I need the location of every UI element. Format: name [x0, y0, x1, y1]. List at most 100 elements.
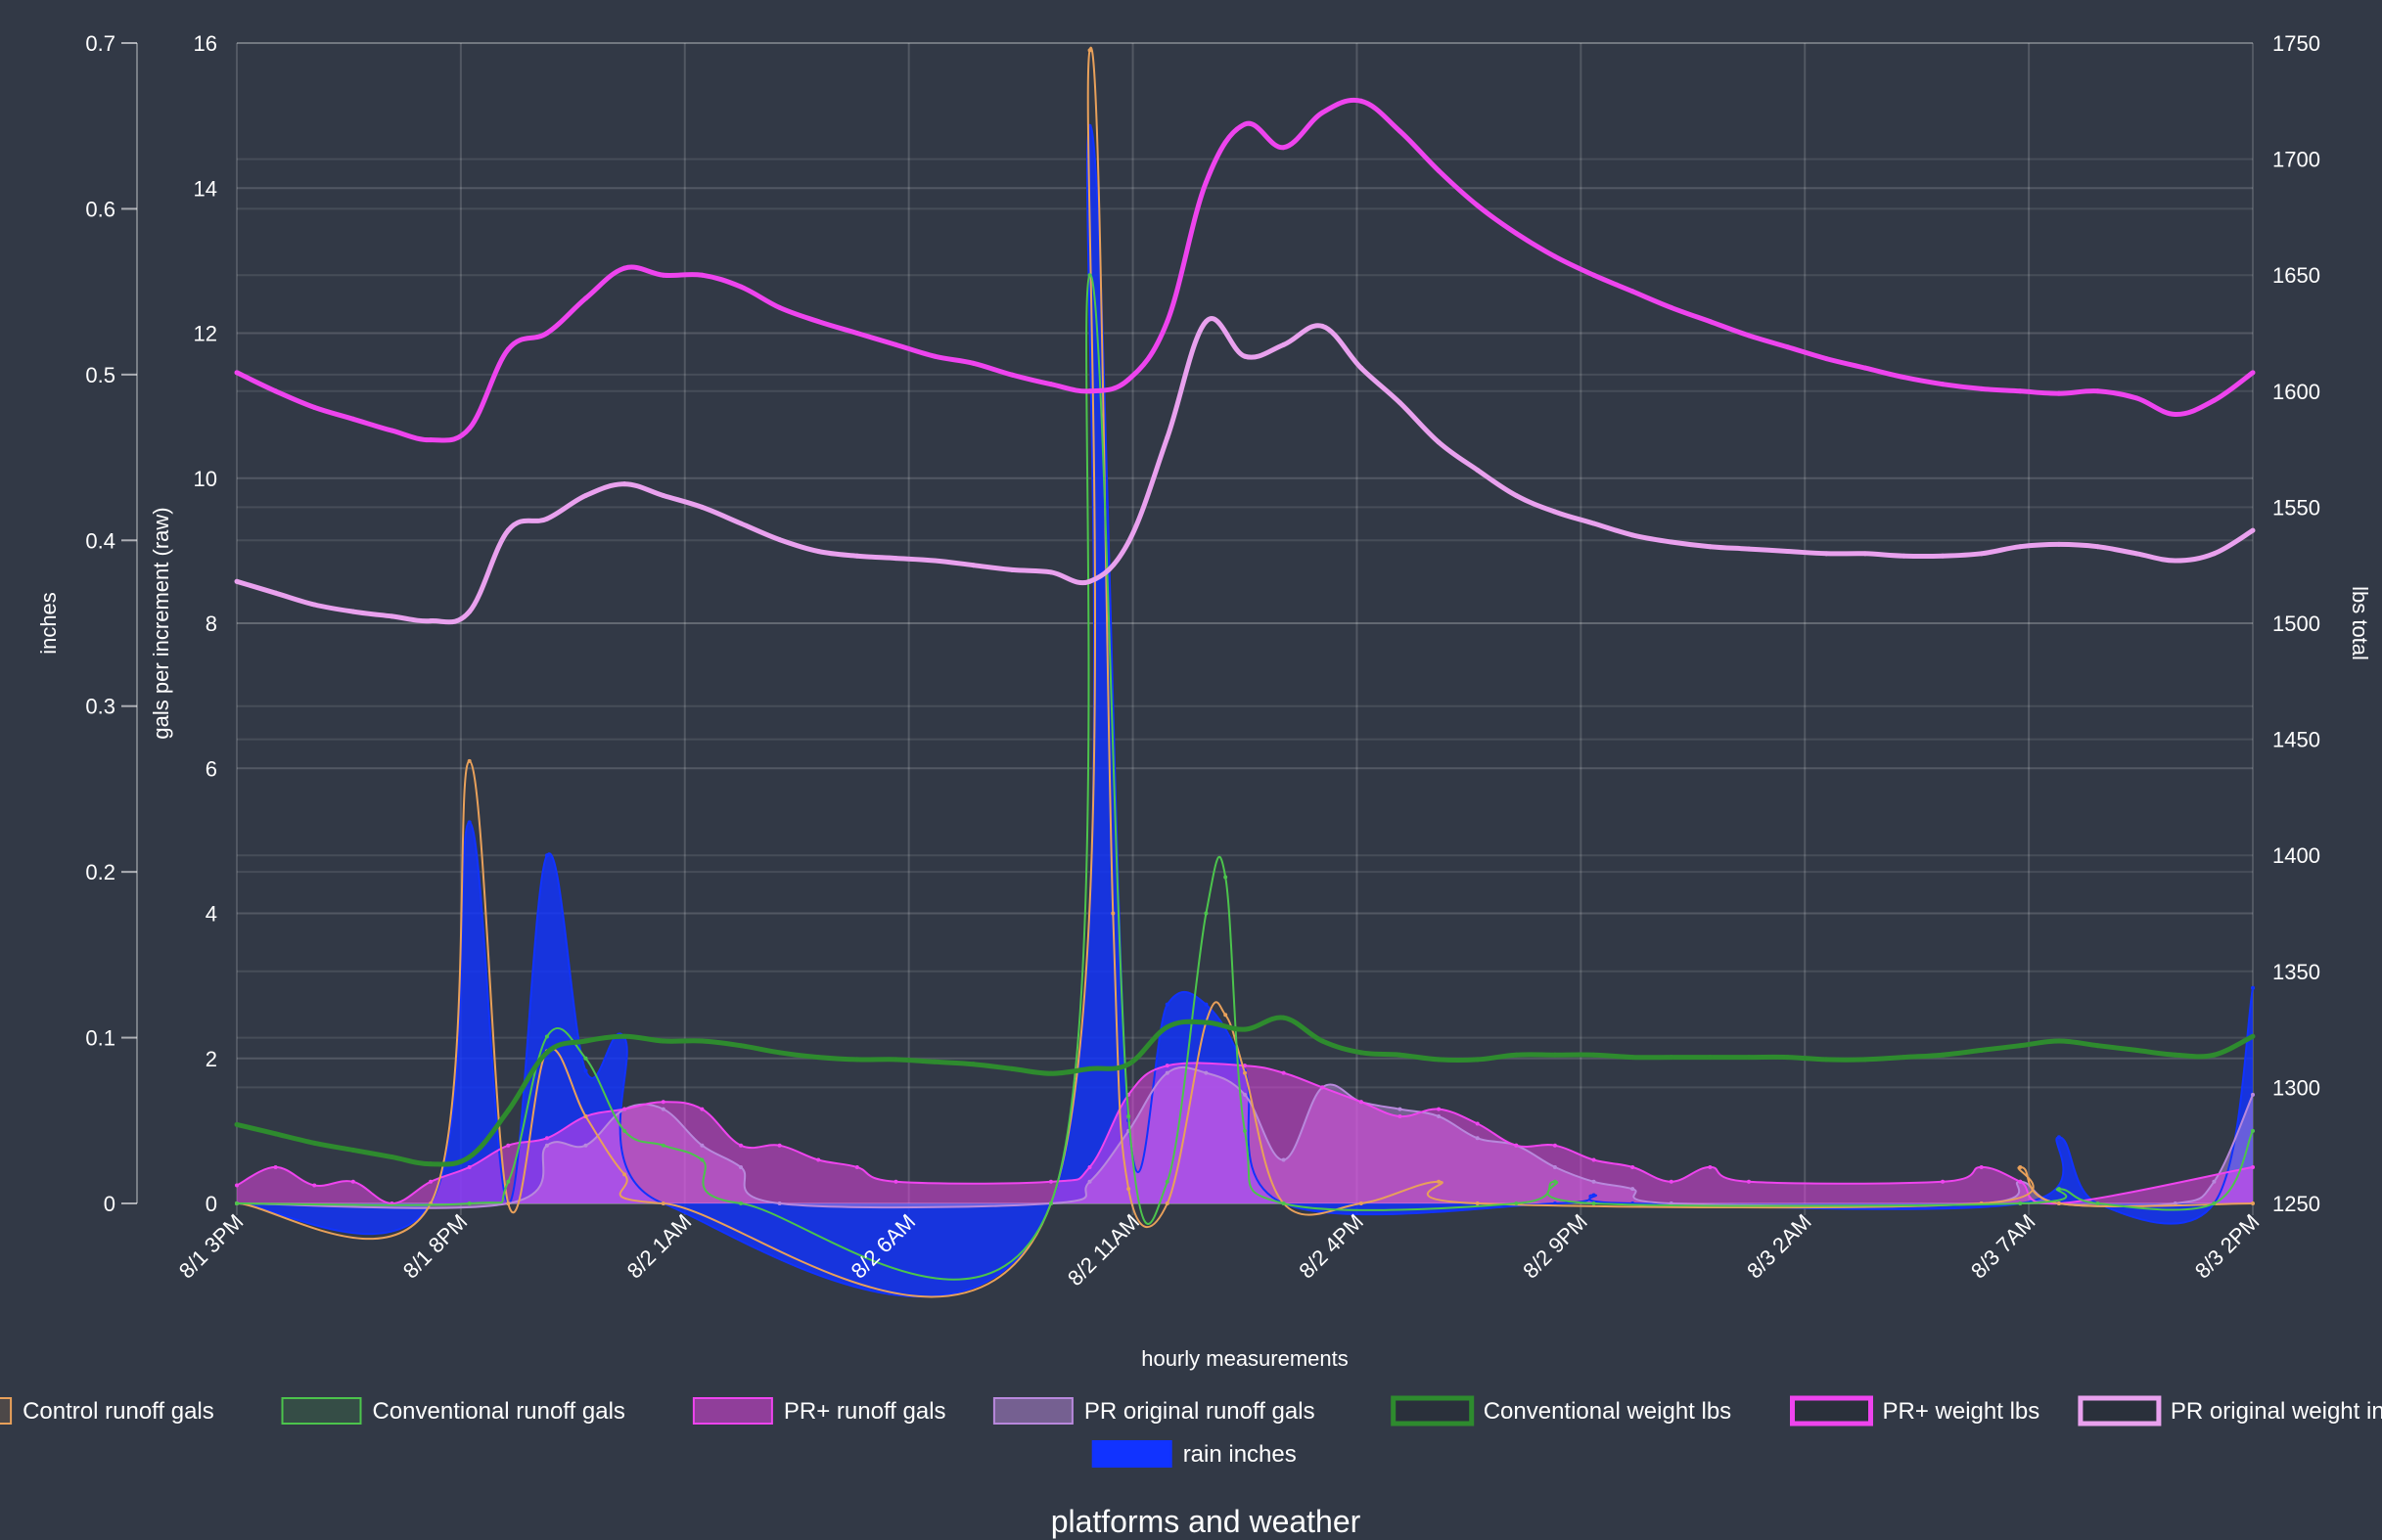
lbs-axis-title: lbs total — [2348, 586, 2372, 660]
data-point — [1203, 319, 1209, 325]
data-point — [622, 1107, 627, 1111]
data-point — [2095, 1201, 2100, 1205]
data-point — [1165, 1179, 1169, 1184]
lbs-tick-label: 1500 — [2272, 611, 2320, 636]
data-point — [2173, 558, 2178, 564]
data-point — [1223, 875, 1228, 880]
data-point — [1009, 1065, 1015, 1071]
legend-swatch — [692, 1397, 773, 1425]
data-point — [2251, 1164, 2255, 1169]
data-point — [467, 426, 473, 431]
data-point — [932, 353, 938, 359]
data-point — [2211, 1052, 2217, 1058]
data-point — [1048, 1070, 1054, 1076]
data-point — [467, 609, 473, 614]
data-point — [739, 1143, 743, 1148]
data-point — [2095, 388, 2101, 394]
data-point — [1319, 323, 1325, 329]
data-point — [428, 1161, 434, 1167]
chart-legend: Control runoff gals Conventional runoff g… — [0, 1395, 2382, 1468]
data-point — [1823, 356, 1829, 362]
data-point — [350, 1179, 355, 1184]
data-point — [2018, 1179, 2023, 1184]
data-point — [1319, 110, 1325, 115]
data-point — [1242, 353, 1248, 359]
data-point — [738, 284, 744, 290]
inches-tick-label: 0.6 — [85, 197, 115, 221]
data-point — [815, 319, 821, 325]
data-point — [1320, 1085, 1325, 1090]
data-point — [1436, 439, 1442, 445]
data-point — [699, 504, 705, 510]
data-point — [234, 1121, 240, 1127]
data-point — [893, 556, 898, 562]
data-point — [1203, 1019, 1209, 1025]
data-point — [700, 1157, 705, 1162]
data-point — [1048, 382, 1054, 387]
data-point — [1281, 341, 1287, 347]
x-tick-label: 8/2 11AM — [1063, 1209, 1144, 1291]
data-point — [1281, 1015, 1287, 1020]
data-point — [1823, 1057, 1829, 1063]
data-point — [777, 304, 783, 310]
data-point — [1629, 289, 1635, 294]
data-point — [2251, 1092, 2255, 1097]
data-point — [1242, 1026, 1248, 1032]
data-point — [2017, 544, 2023, 550]
gals-tick-label: 12 — [194, 322, 217, 346]
data-point — [1513, 1052, 1519, 1058]
data-point — [1707, 319, 1713, 325]
data-point — [2017, 388, 2023, 394]
data-point — [932, 558, 938, 564]
data-point — [506, 1179, 511, 1184]
gals-tick-label: 16 — [194, 31, 217, 56]
data-point — [1513, 231, 1519, 237]
lbs-tick-label: 1650 — [2272, 263, 2320, 288]
data-point — [1087, 578, 1093, 584]
data-point — [2056, 541, 2062, 547]
data-point — [1669, 304, 1674, 310]
legend-swatch — [2078, 1395, 2162, 1427]
data-point — [467, 1155, 473, 1160]
lbs-tick-label: 1600 — [2272, 380, 2320, 404]
data-point — [661, 1100, 665, 1105]
data-point — [1707, 1055, 1713, 1061]
data-point — [2017, 1043, 2023, 1049]
data-point — [2173, 1052, 2178, 1058]
legend-label: Conventional weight lbs — [1484, 1398, 1732, 1425]
data-point — [1746, 333, 1752, 339]
data-point — [1513, 493, 1519, 499]
data-point — [1901, 553, 1906, 559]
data-point — [389, 613, 394, 619]
data-point — [854, 331, 860, 336]
data-point — [1514, 1143, 1519, 1148]
data-point — [1785, 1055, 1791, 1061]
data-point — [234, 370, 240, 376]
data-point — [971, 360, 977, 366]
data-point — [622, 1172, 627, 1177]
series-fills — [237, 125, 2253, 1297]
data-point — [2056, 1187, 2061, 1192]
gals-tick-label: 4 — [206, 902, 217, 927]
data-point — [2173, 412, 2178, 418]
data-point — [777, 1143, 782, 1148]
series-line — [235, 97, 2255, 443]
data-point — [1048, 1179, 1053, 1184]
lbs-tick-label: 1750 — [2272, 31, 2320, 56]
data-point — [971, 563, 977, 568]
lbs-tick-label: 1350 — [2272, 960, 2320, 984]
data-point — [1165, 1064, 1169, 1068]
data-point — [1591, 1157, 1596, 1162]
legend-label: Control runoff gals — [23, 1398, 214, 1425]
data-point — [1669, 1055, 1674, 1061]
data-point — [2251, 985, 2255, 990]
data-point — [1165, 319, 1170, 325]
data-point — [1437, 1179, 1442, 1184]
data-point — [971, 1062, 977, 1067]
data-point — [1048, 1201, 1053, 1205]
data-point — [428, 618, 434, 624]
legend-swatch — [992, 1397, 1074, 1425]
x-tick-label: 8/1 3PM — [174, 1209, 249, 1284]
data-point — [544, 516, 550, 521]
